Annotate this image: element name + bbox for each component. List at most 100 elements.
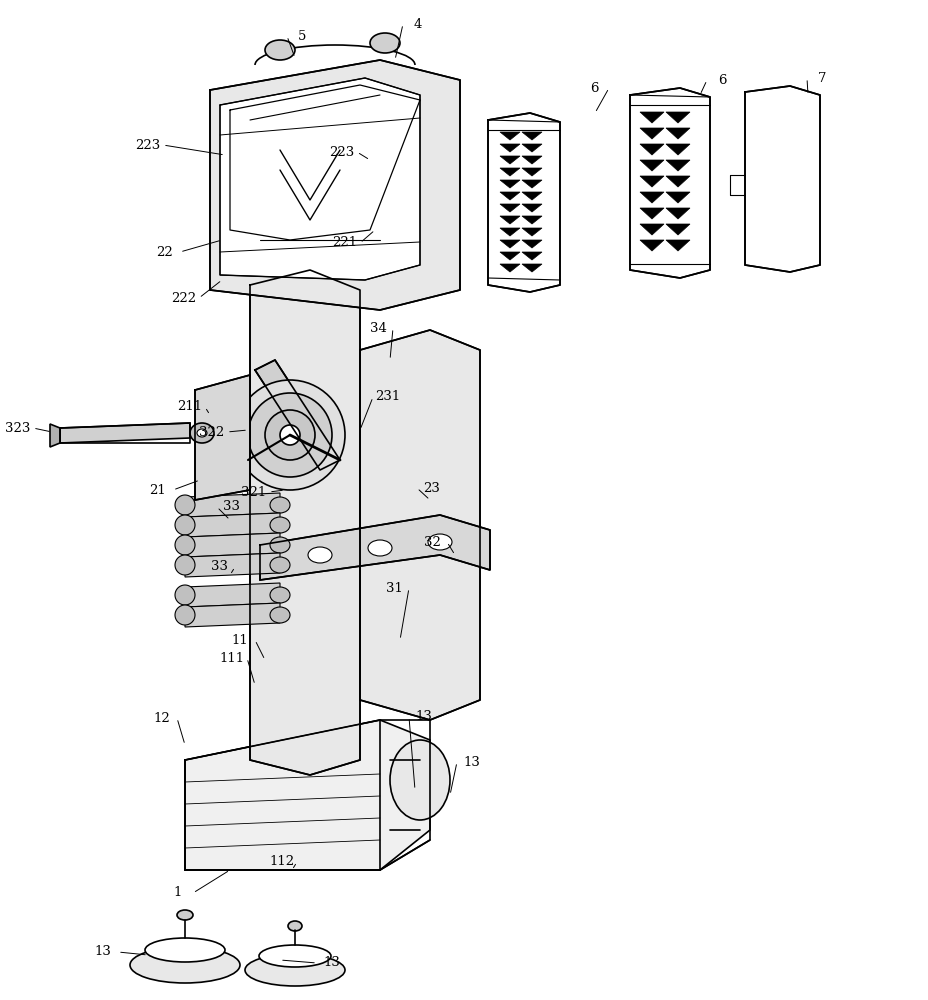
Polygon shape (522, 204, 541, 212)
Polygon shape (522, 240, 541, 248)
Polygon shape (499, 192, 520, 200)
Polygon shape (230, 85, 419, 240)
Text: 221: 221 (332, 236, 357, 249)
Text: 13: 13 (463, 756, 480, 768)
Polygon shape (665, 176, 690, 187)
Ellipse shape (235, 380, 344, 490)
Ellipse shape (174, 585, 195, 605)
Text: 7: 7 (817, 72, 825, 85)
Polygon shape (639, 208, 664, 219)
Polygon shape (522, 168, 541, 176)
Text: 12: 12 (153, 711, 170, 724)
Text: 32: 32 (423, 536, 440, 548)
Polygon shape (522, 264, 541, 272)
Polygon shape (254, 360, 340, 470)
Text: 4: 4 (413, 18, 421, 31)
Text: 22: 22 (157, 245, 174, 258)
Polygon shape (522, 216, 541, 224)
Polygon shape (665, 240, 690, 251)
Polygon shape (499, 240, 520, 248)
Ellipse shape (390, 740, 449, 820)
Text: 33: 33 (212, 560, 228, 574)
Polygon shape (50, 424, 60, 447)
Text: 111: 111 (219, 652, 244, 664)
Polygon shape (744, 86, 819, 272)
Polygon shape (185, 513, 279, 537)
Ellipse shape (174, 605, 195, 625)
Ellipse shape (270, 497, 290, 513)
Polygon shape (522, 192, 541, 200)
Polygon shape (665, 224, 690, 235)
Text: 5: 5 (298, 30, 306, 43)
Polygon shape (499, 180, 520, 188)
Polygon shape (665, 160, 690, 171)
Polygon shape (185, 533, 279, 557)
Text: 322: 322 (200, 426, 225, 438)
Polygon shape (499, 204, 520, 212)
Polygon shape (522, 252, 541, 260)
Polygon shape (665, 192, 690, 203)
Polygon shape (522, 156, 541, 164)
Polygon shape (639, 160, 664, 171)
Polygon shape (629, 88, 709, 278)
Ellipse shape (197, 429, 207, 437)
Text: 33: 33 (224, 500, 240, 514)
Polygon shape (665, 128, 690, 139)
Text: 211: 211 (177, 400, 202, 414)
Polygon shape (499, 168, 520, 176)
Text: 6: 6 (717, 74, 726, 87)
Polygon shape (195, 375, 250, 500)
Ellipse shape (270, 587, 290, 603)
Text: 13: 13 (415, 710, 432, 723)
Ellipse shape (270, 557, 290, 573)
Ellipse shape (245, 954, 344, 986)
Polygon shape (210, 60, 459, 310)
Polygon shape (665, 112, 690, 123)
Text: 31: 31 (385, 582, 402, 594)
Polygon shape (260, 515, 489, 580)
Ellipse shape (288, 921, 302, 931)
Polygon shape (60, 423, 190, 443)
Polygon shape (639, 192, 664, 203)
Ellipse shape (264, 40, 295, 60)
Ellipse shape (177, 910, 193, 920)
Text: 11: 11 (231, 634, 248, 646)
Polygon shape (499, 144, 520, 152)
Ellipse shape (174, 515, 195, 535)
Ellipse shape (270, 607, 290, 623)
Polygon shape (499, 264, 520, 272)
Polygon shape (499, 156, 520, 164)
Text: 6: 6 (589, 82, 598, 95)
Ellipse shape (367, 540, 392, 556)
Ellipse shape (279, 425, 300, 445)
Ellipse shape (190, 423, 213, 443)
Text: 34: 34 (369, 322, 386, 334)
Text: 321: 321 (241, 486, 266, 498)
Polygon shape (185, 553, 279, 577)
Polygon shape (639, 176, 664, 187)
Ellipse shape (130, 947, 239, 983)
Polygon shape (185, 720, 430, 870)
Text: 1: 1 (174, 886, 182, 900)
Text: 222: 222 (172, 292, 197, 304)
Polygon shape (499, 252, 520, 260)
Text: 223: 223 (329, 146, 354, 159)
Ellipse shape (264, 410, 315, 460)
Polygon shape (639, 144, 664, 155)
Polygon shape (499, 132, 520, 140)
Text: 21: 21 (149, 484, 166, 496)
Text: 13: 13 (323, 956, 340, 969)
Ellipse shape (428, 534, 452, 550)
Text: 112: 112 (269, 855, 294, 868)
Polygon shape (665, 208, 690, 219)
Text: 13: 13 (95, 945, 111, 958)
Ellipse shape (270, 537, 290, 553)
Polygon shape (522, 144, 541, 152)
Polygon shape (360, 330, 480, 720)
Ellipse shape (145, 938, 225, 962)
Ellipse shape (174, 555, 195, 575)
Polygon shape (487, 113, 560, 292)
Polygon shape (665, 144, 690, 155)
Polygon shape (522, 132, 541, 140)
Polygon shape (639, 240, 664, 251)
